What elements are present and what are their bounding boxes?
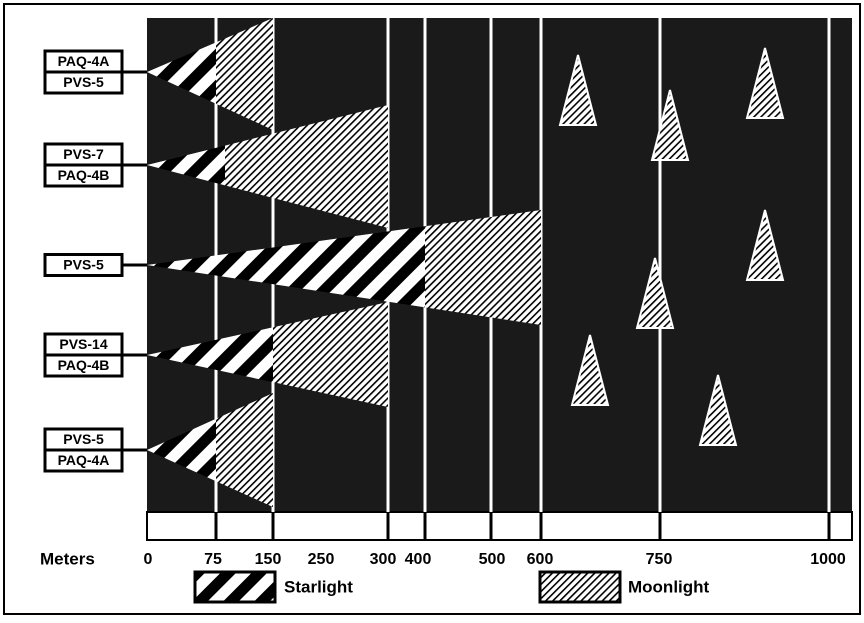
- device-label: PVS-14: [59, 336, 107, 352]
- tick-label: 0: [144, 551, 153, 568]
- tick-label: 400: [405, 551, 432, 568]
- tree: [650, 89, 690, 161]
- device-box: [43, 448, 124, 473]
- device-box: [43, 163, 124, 188]
- starlight-zone: [147, 145, 225, 186]
- moonlight-zone: [216, 393, 273, 507]
- legend: Starlight Moonlight: [193, 570, 710, 604]
- device-label: PAQ-4A: [58, 53, 110, 69]
- tick-label: 150: [255, 551, 282, 568]
- tree: [698, 374, 738, 446]
- tree: [558, 54, 598, 126]
- tick-label: 750: [646, 551, 673, 568]
- tick-label: 600: [527, 551, 554, 568]
- device-label: PVS-5: [63, 431, 104, 447]
- moonlight-zone: [225, 105, 388, 228]
- legend-swatch: [193, 570, 277, 604]
- device-box: [43, 70, 124, 95]
- device-label: PAQ-4A: [58, 452, 110, 468]
- legend-label: Moonlight: [628, 577, 710, 596]
- device-label: PVS-5: [63, 257, 104, 273]
- tree: [745, 47, 785, 119]
- starlight-zone: [147, 226, 425, 308]
- moonlight-zone: [425, 210, 541, 325]
- device-label: PAQ-4B: [58, 167, 110, 183]
- axis-title: Meters: [40, 549, 95, 568]
- device-label: PVS-5: [63, 74, 104, 90]
- tick-label: 250: [308, 551, 335, 568]
- tree: [745, 209, 785, 281]
- tick-label: 500: [479, 551, 506, 568]
- tick-label: 1000: [810, 551, 846, 568]
- device-box: [43, 253, 124, 277]
- starlight-zone: [147, 42, 216, 104]
- starlight-zone: [147, 418, 216, 482]
- tree: [635, 257, 675, 329]
- legend-swatch: [538, 570, 622, 604]
- tick-label: 300: [370, 551, 397, 568]
- scale-bar: [146, 511, 853, 541]
- device-box: [43, 353, 124, 378]
- moonlight-zone: [273, 302, 388, 407]
- device-label: PAQ-4B: [58, 357, 110, 373]
- legend-label: Starlight: [284, 577, 353, 596]
- moonlight-zone: [216, 18, 273, 130]
- starlight-zone: [147, 327, 273, 383]
- device-label: PVS-7: [63, 146, 104, 162]
- tick-label: 75: [204, 551, 222, 568]
- tree: [570, 334, 610, 406]
